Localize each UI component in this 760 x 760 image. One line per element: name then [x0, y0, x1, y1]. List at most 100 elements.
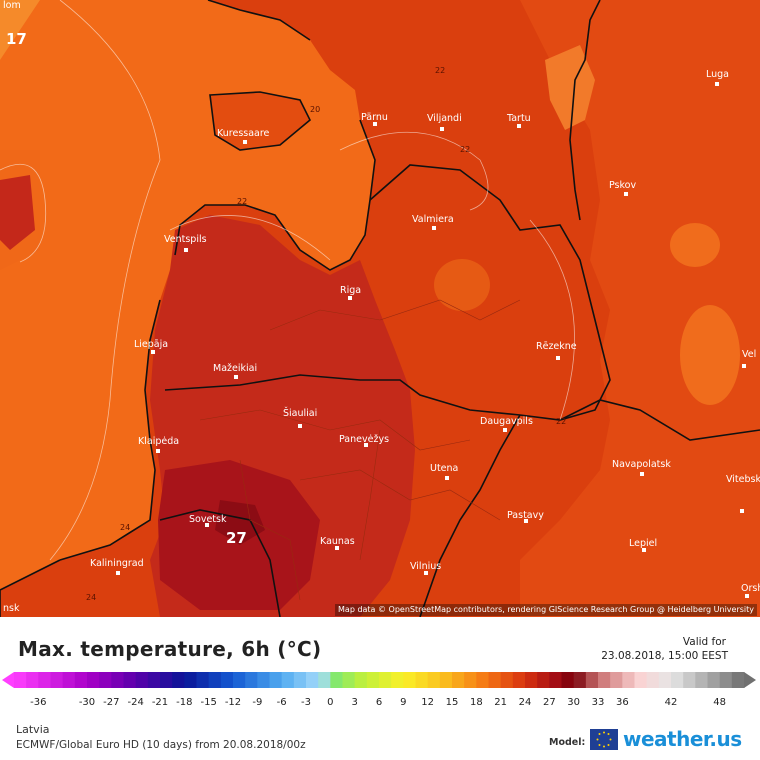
city-dot[interactable] — [151, 350, 155, 354]
scale-segment — [366, 672, 380, 688]
city-dot[interactable] — [364, 443, 368, 447]
city-dot[interactable] — [373, 122, 377, 126]
hottest-spot — [215, 500, 265, 545]
max-temperature-label: 27 — [226, 529, 247, 547]
scale-segment — [172, 672, 185, 688]
temperature-map[interactable]: 20 22 22 22 22 24 24 17 27 lom nsk Pärnu… — [0, 0, 760, 617]
scale-tick-label: 24 — [518, 697, 532, 708]
city-label-vilnius: Vilnius — [410, 561, 441, 572]
city-label-vel: Vel — [742, 349, 756, 360]
isotherm-label: 24 — [86, 593, 96, 602]
cool-patch — [0, 0, 40, 60]
eu-flag-icon — [590, 729, 618, 750]
scale-segment — [573, 672, 587, 688]
partial-city-label: nsk — [3, 603, 20, 614]
model-label: Model: — [549, 737, 586, 748]
scale-arrow-left — [2, 672, 14, 688]
city-dot[interactable] — [243, 140, 247, 144]
legend-footer: Max. temperature, 6h (°C) Valid for 23.0… — [0, 617, 760, 760]
partial-city-label: lom — [3, 0, 21, 11]
city-label-kaliningrad: Kaliningrad — [90, 558, 144, 569]
city-dot[interactable] — [517, 124, 521, 128]
city-dot[interactable] — [234, 375, 238, 379]
min-temperature-label: 17 — [6, 30, 27, 48]
scale-segment — [707, 672, 721, 688]
isotherm-label: 20 — [310, 105, 320, 114]
city-dot[interactable] — [205, 523, 209, 527]
city-dot[interactable] — [556, 356, 560, 360]
scale-tick-label: 0 — [327, 697, 334, 708]
city-dot[interactable] — [424, 571, 428, 575]
cool-patch-valmiera — [434, 259, 490, 311]
city-label-siauliai: Šiauliai — [283, 407, 317, 419]
city-dot[interactable] — [116, 571, 120, 575]
city-dot[interactable] — [184, 248, 188, 252]
scale-segment — [585, 672, 599, 688]
isotherm-label: 22 — [435, 66, 445, 75]
scale-tick-label: 48 — [713, 697, 727, 708]
scale-segment — [123, 672, 137, 688]
city-dot[interactable] — [445, 476, 449, 480]
scale-segment — [525, 672, 538, 688]
city-dot[interactable] — [440, 127, 444, 131]
city-dot[interactable] — [298, 424, 302, 428]
scale-tick-label: -24 — [127, 697, 144, 708]
city-dot[interactable] — [335, 546, 339, 550]
scale-tick-label: 6 — [375, 697, 383, 708]
city-dot[interactable] — [642, 548, 646, 552]
scale-segment — [184, 672, 197, 688]
scale-tick-label: 12 — [421, 697, 435, 708]
city-dot[interactable] — [156, 449, 160, 453]
scale-segment — [208, 672, 222, 688]
scale-segment — [512, 672, 526, 688]
city-dot[interactable] — [740, 509, 744, 513]
scale-segment — [634, 672, 648, 688]
scale-tick-label: 21 — [494, 697, 508, 708]
valid-datetime: 23.08.2018, 15:00 EEST — [601, 650, 728, 662]
city-dot[interactable] — [624, 192, 628, 196]
city-dot[interactable] — [503, 428, 507, 432]
weather-us-logo[interactable]: weather.us — [623, 727, 742, 751]
city-label-sovetsk: Sovetsk — [189, 514, 227, 525]
scale-segment — [683, 672, 696, 688]
scale-segment — [38, 672, 51, 688]
city-markers: Pärnu Viljandi Tartu Luga Kuressaare Psk… — [90, 69, 760, 598]
scale-tick-label: -18 — [176, 697, 193, 708]
scale-tick-label: 42 — [664, 697, 678, 708]
scale-tick-label: 30 — [567, 697, 581, 708]
city-dot[interactable] — [348, 296, 352, 300]
city-label-orsha: Orsha — [741, 583, 760, 594]
city-dot[interactable] — [640, 472, 644, 476]
city-label-kaunas: Kaunas — [320, 536, 355, 547]
scale-segment — [330, 672, 343, 688]
region-label: Latvia — [16, 723, 50, 736]
scale-tick-label: 36 — [615, 697, 629, 708]
city-label-luga: Luga — [706, 69, 729, 80]
map-title: Max. temperature, 6h (°C) — [18, 637, 322, 661]
scale-tick-label: 18 — [469, 697, 483, 708]
valid-for-label: Valid for — [682, 636, 726, 648]
scale-segment — [488, 672, 502, 688]
city-label-panevezys: Panevėžys — [339, 434, 389, 445]
scale-segment — [342, 672, 356, 688]
isotherms — [0, 0, 575, 561]
city-label-riga: Riga — [340, 285, 361, 296]
city-dot[interactable] — [715, 82, 719, 86]
city-label-kuressaare: Kuressaare — [217, 128, 270, 139]
city-label-valmiera: Valmiera — [412, 214, 454, 225]
scale-segment — [379, 672, 392, 688]
city-dot[interactable] — [745, 594, 749, 598]
isotherm-label: 22 — [237, 197, 247, 206]
scale-tick-label: -9 — [252, 697, 263, 708]
city-label-ventspils: Ventspils — [164, 234, 207, 245]
city-dot[interactable] — [742, 364, 746, 368]
admin-borders — [199, 299, 521, 601]
scale-segment — [111, 672, 124, 688]
city-dot[interactable] — [524, 519, 528, 523]
cool-patch-east — [670, 223, 720, 267]
city-dot[interactable] — [432, 226, 436, 230]
scale-tick-label: 33 — [591, 697, 605, 708]
east-region — [520, 0, 760, 617]
city-label-liepaja: Liepāja — [134, 339, 168, 350]
city-label-pskov: Pskov — [609, 180, 636, 191]
